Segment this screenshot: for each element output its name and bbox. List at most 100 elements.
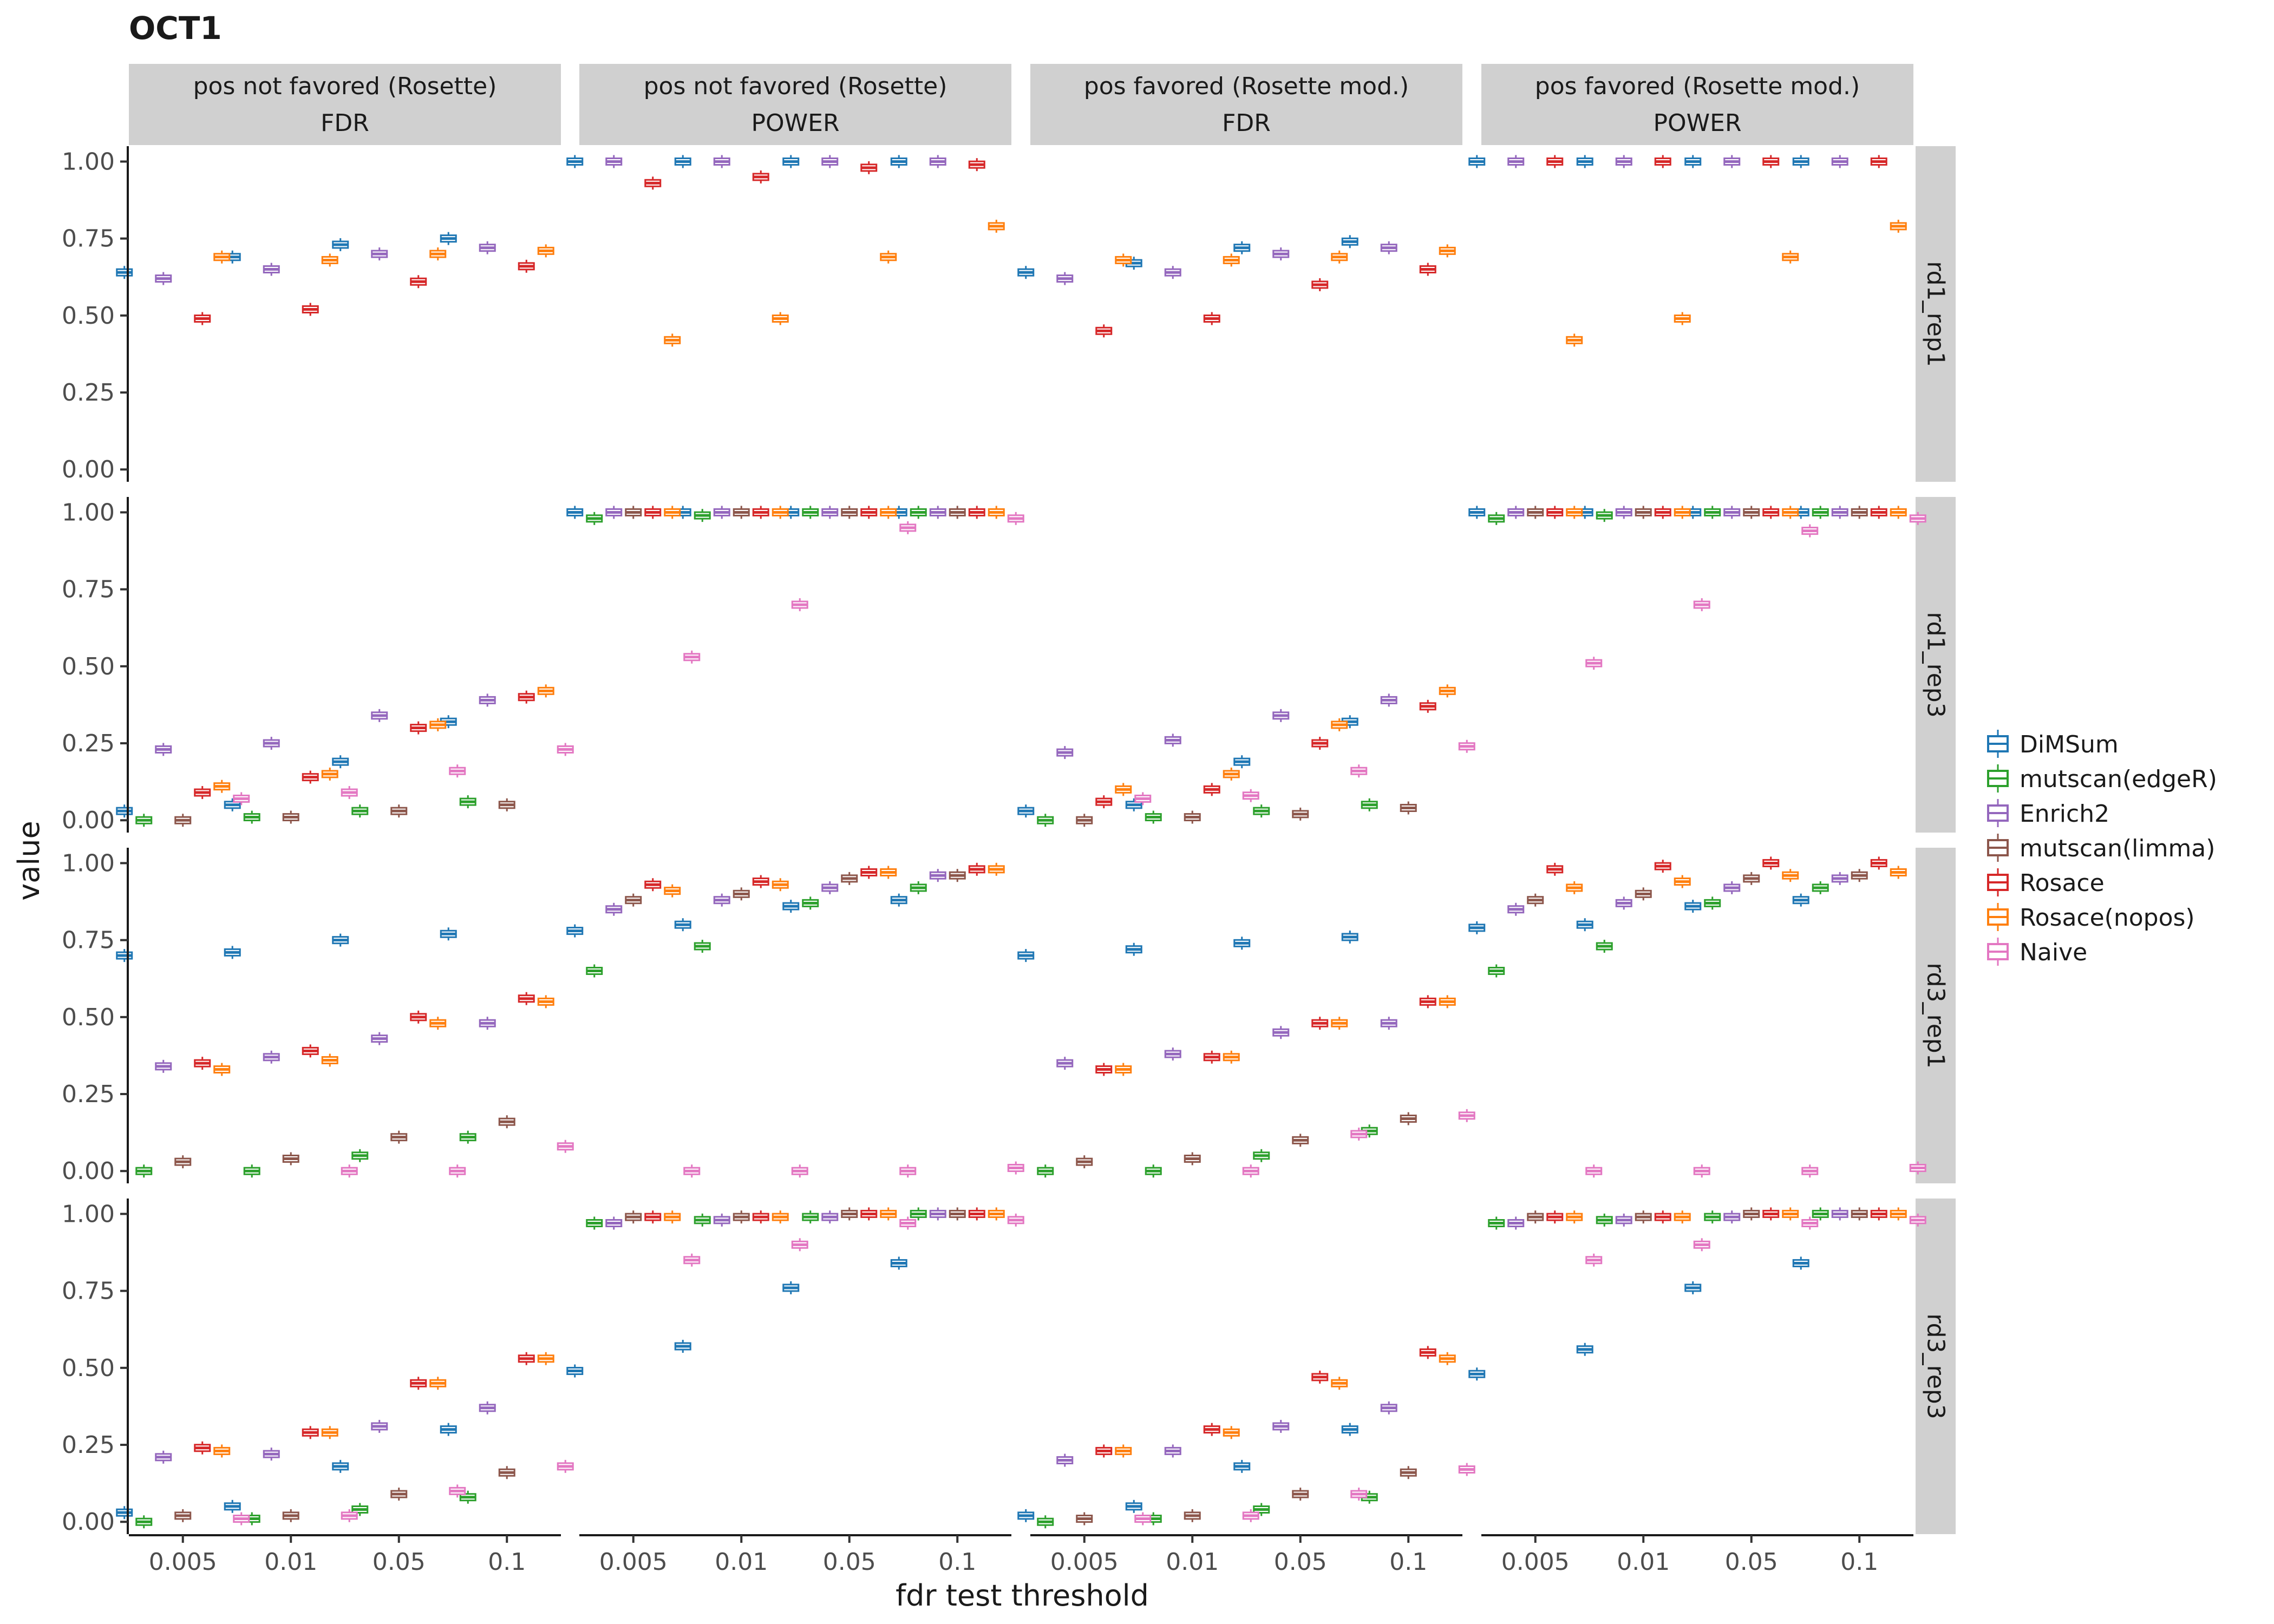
x-tick-label: 0.05 [823, 1548, 876, 1576]
x-tick-label: 0.01 [264, 1548, 317, 1576]
facet-panel [1017, 684, 1475, 827]
legend: DiMSum mutscan(edgeR) Enrich2 mutscan(limma… [1987, 730, 2217, 966]
strip-background [1030, 64, 1462, 145]
legend-label: Enrich2 [2020, 800, 2109, 828]
y-tick-label: 0.00 [62, 807, 115, 834]
row-facet-label: rd3_rep1 [1922, 962, 1950, 1068]
facet-panel [1468, 856, 1926, 1178]
facet-panels [116, 155, 1926, 1529]
legend-item: Rosace [1987, 868, 2105, 897]
legend-item: mutscan(limma) [1987, 834, 2215, 862]
y-tick-label: 0.75 [62, 927, 115, 954]
strip-background [1916, 848, 1956, 1183]
facet-panel [1468, 155, 1907, 347]
x-tick-label: 0.1 [938, 1548, 976, 1576]
col-facet-strip: pos not favored (Rosette) FDR [129, 64, 561, 145]
facet-panel [566, 155, 1005, 347]
row-facet-label: rd1_rep1 [1922, 261, 1950, 366]
x-tick-label: 0.1 [1389, 1548, 1427, 1576]
facet-panel [1017, 235, 1456, 338]
x-axis-title: fdr test threshold [896, 1579, 1149, 1613]
col-facet-strip: pos favored (Rosette mod.) FDR [1030, 64, 1462, 145]
y-axis: 0.00 0.25 0.50 0.75 1.00 [62, 848, 129, 1185]
y-axis: 0.00 0.25 0.50 0.75 1.00 [62, 497, 129, 834]
y-tick-label: 1.00 [62, 1200, 115, 1228]
x-axis: 0.005 0.01 0.05 0.1 [129, 1534, 561, 1576]
x-axis: 0.005 0.01 0.05 0.1 [579, 1534, 1011, 1576]
x-axes: 0.005 0.01 0.05 0.1 0.005 0.01 0.05 0.1 0.005 0.0… [129, 1534, 1913, 1576]
facet-panel [1468, 506, 1926, 670]
x-tick-label: 0.05 [1725, 1548, 1778, 1576]
chart-title: OCT1 [129, 10, 222, 47]
facet-panel [566, 862, 1024, 1178]
y-axes: 0.00 0.25 0.50 0.75 1.00 0.00 0.25 0.50 0.75 1.00… [62, 146, 129, 1536]
legend-item: DiMSum [1987, 730, 2119, 758]
y-tick-label: 0.00 [62, 1508, 115, 1536]
y-tick-label: 0.25 [62, 1081, 115, 1108]
strip-background [1916, 146, 1956, 482]
col-facet-metric: POWER [1653, 109, 1741, 137]
legend-label: mutscan(limma) [2020, 835, 2215, 862]
col-facet-label: pos not favored (Rosette) [644, 73, 948, 100]
col-facet-metric: POWER [751, 109, 839, 137]
legend-label: DiMSum [2020, 731, 2119, 758]
legend-label: Rosace [2020, 869, 2105, 897]
x-tick-label: 0.005 [1501, 1548, 1570, 1576]
y-tick-label: 0.75 [62, 576, 115, 604]
y-tick-label: 0.50 [62, 1354, 115, 1382]
facet-panel [566, 1207, 1024, 1378]
row-facet-label: rd3_rep3 [1922, 1313, 1950, 1419]
x-tick-label: 0.005 [1050, 1548, 1119, 1576]
row-facet-strip: rd1_rep1 [1916, 146, 1956, 482]
y-tick-label: 0.25 [62, 379, 115, 407]
legend-label: Naive [2020, 939, 2087, 966]
col-facet-label: pos favored (Rosette mod.) [1535, 73, 1860, 100]
x-axis: 0.005 0.01 0.05 0.1 [1481, 1534, 1913, 1576]
legend-label: mutscan(edgeR) [2020, 765, 2217, 793]
legend-label: Rosace(nopos) [2020, 904, 2195, 932]
row-facet-strip: rd1_rep3 [1916, 497, 1956, 833]
facet-panel [1468, 1207, 1926, 1381]
x-tick-label: 0.01 [715, 1548, 768, 1576]
x-tick-label: 0.005 [599, 1548, 668, 1576]
facet-panel [116, 927, 574, 1178]
strip-background [1481, 64, 1913, 145]
y-tick-label: 0.75 [62, 225, 115, 253]
row-facet-strip: rd3_rep1 [1916, 848, 1956, 1183]
x-tick-label: 0.01 [1166, 1548, 1219, 1576]
legend-item: Rosace(nopos) [1987, 903, 2195, 932]
col-facet-label: pos not favored (Rosette) [193, 73, 497, 100]
y-tick-label: 0.25 [62, 730, 115, 757]
legend-item: mutscan(edgeR) [1987, 764, 2217, 793]
facet-panel [1017, 930, 1475, 1178]
y-tick-label: 0.50 [62, 1004, 115, 1031]
row-facet-label: rd1_rep3 [1922, 612, 1950, 717]
col-facet-label: pos favored (Rosette mod.) [1084, 73, 1409, 100]
x-tick-label: 0.05 [373, 1548, 426, 1576]
y-tick-label: 0.25 [62, 1431, 115, 1459]
row-facet-strip: rd3_rep3 [1916, 1199, 1956, 1534]
y-axis: 0.00 0.25 0.50 0.75 1.00 [62, 146, 129, 483]
facet-panel [116, 684, 574, 827]
col-facet-metric: FDR [321, 109, 369, 137]
col-facet-strip: pos not favored (Rosette) POWER [579, 64, 1011, 145]
col-facet-strip: pos favored (Rosette mod.) POWER [1481, 64, 1913, 145]
x-tick-label: 0.005 [149, 1548, 217, 1576]
y-tick-label: 0.50 [62, 653, 115, 680]
strip-background [1916, 497, 1956, 833]
legend-item: Enrich2 [1987, 799, 2109, 828]
facet-panel [1017, 1346, 1475, 1529]
col-facet-metric: FDR [1222, 109, 1271, 137]
y-tick-label: 1.00 [62, 849, 115, 877]
y-tick-label: 0.00 [62, 456, 115, 483]
x-tick-label: 0.01 [1617, 1548, 1670, 1576]
x-axis: 0.005 0.01 0.05 0.1 [1030, 1534, 1462, 1576]
y-tick-label: 1.00 [62, 148, 115, 175]
y-tick-label: 0.00 [62, 1157, 115, 1185]
y-tick-label: 0.75 [62, 1278, 115, 1305]
x-tick-label: 0.1 [488, 1548, 526, 1576]
strip-background [129, 64, 561, 145]
x-tick-label: 0.05 [1274, 1548, 1327, 1576]
y-tick-label: 1.00 [62, 499, 115, 526]
